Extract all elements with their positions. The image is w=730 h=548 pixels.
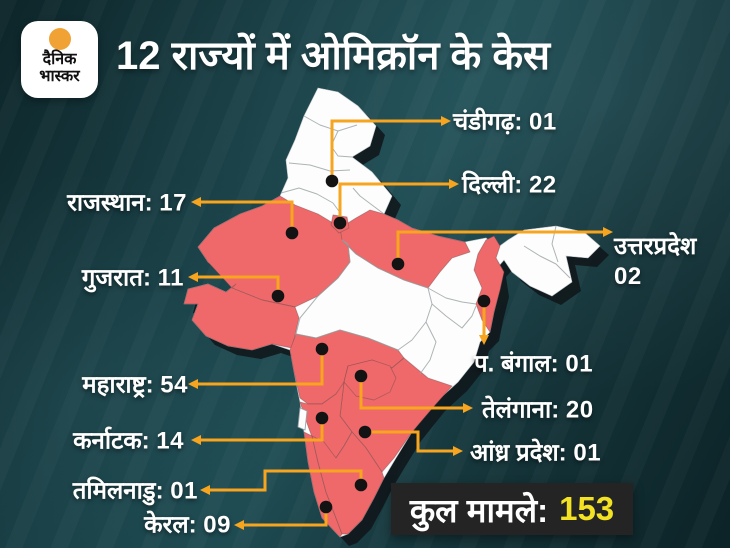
connector-tamil-nadu (200, 469, 363, 495)
dot-kerala (319, 500, 333, 514)
connector-andhra-pradesh (366, 430, 463, 456)
total-cases-value: 153 (559, 490, 615, 527)
brand-name-line1: दैनिक (42, 51, 77, 68)
state-label-delhi: दिल्ली: 22 (462, 171, 557, 199)
dot-west-bengal (477, 294, 491, 308)
connector-chandigarh (330, 116, 451, 181)
dot-telangana (354, 369, 368, 383)
state-label-chandigarh: चंडीगढ़: 01 (453, 108, 557, 136)
connector-rajasthan (191, 197, 294, 231)
border-line (419, 321, 437, 375)
connector-delhi (338, 179, 459, 223)
state-label-telangana: तेलंगाना: 20 (482, 396, 594, 424)
brand-name-line2: भास्कर (39, 68, 80, 85)
border-line (295, 239, 433, 351)
dot-uttar-pradesh (391, 257, 405, 271)
connector-lines (188, 116, 613, 530)
state-label-tamil-nadu: तमिलनाडु: 01 (72, 477, 198, 505)
state-borders (280, 115, 571, 375)
brand-logo: दैनिक भास्कर (21, 21, 98, 98)
dot-rajasthan (285, 226, 299, 240)
page-title: 12 राज्यों में ओमिक्रॉन के केस (116, 34, 551, 78)
dot-delhi (333, 216, 347, 230)
border-line (330, 130, 353, 158)
state-label-kerala: केरल: 09 (144, 511, 231, 539)
border-line (352, 187, 385, 215)
border-line (523, 245, 571, 279)
map-states (183, 195, 505, 538)
state-label-gujarat: गुजरात: 11 (81, 264, 184, 292)
dot-maharashtra (315, 342, 329, 356)
border-line (303, 115, 358, 132)
state-goa (297, 407, 308, 431)
state-telangana (343, 359, 397, 401)
border-line (427, 287, 477, 305)
dot-gujarat (271, 289, 285, 303)
state-label-rajasthan: राजस्थान: 17 (67, 189, 187, 217)
connector-gujarat (188, 272, 280, 295)
total-cases-label: कुल मामले: (409, 491, 549, 529)
border-line (288, 162, 351, 172)
connector-karnataka (191, 421, 324, 445)
state-label-uttar-pradesh: उत्तरप्रदेश 02 (614, 233, 697, 290)
total-cases-box: कुल मामले: 153 (391, 483, 633, 535)
connector-maharashtra (188, 352, 324, 389)
connector-telangana (359, 378, 473, 413)
state-gujarat (183, 283, 300, 351)
connector-uttar-pradesh (396, 227, 613, 262)
state-label-maharashtra: महाराष्ट्र: 54 (82, 371, 188, 399)
logo-sun-icon (48, 28, 71, 50)
dot-chandigarh (325, 174, 339, 188)
state-label-west-bengal: प. बंगाल: 01 (474, 350, 594, 378)
border-line (280, 187, 334, 204)
dot-karnataka (315, 411, 329, 425)
state-label-andhra-pradesh: आंध्र प्रदेश: 01 (470, 439, 602, 467)
dot-tamil-nadu (354, 478, 368, 492)
state-west-bengal (473, 235, 505, 333)
state-dots (271, 174, 491, 514)
connector-kerala (234, 506, 328, 530)
dot-andhra-pradesh (358, 425, 372, 439)
border-line (431, 303, 477, 329)
state-label-karnataka: कर्नाटक: 14 (73, 427, 184, 455)
